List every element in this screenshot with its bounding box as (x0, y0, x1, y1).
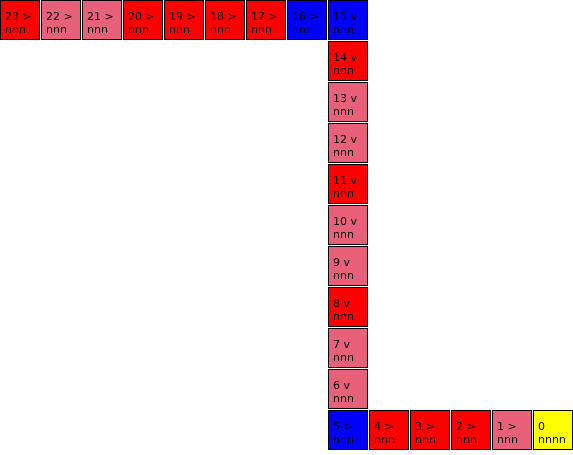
cell-label: 20 > (128, 10, 155, 23)
path-cell-18: 18 > nnn (205, 0, 245, 40)
cell-sublabel: nnn (333, 433, 354, 446)
cell-label: 19 > (169, 10, 196, 23)
cell-label: 3 > (415, 420, 435, 433)
cell-label: 1 > (497, 420, 517, 433)
cell-label: 10 v (333, 215, 358, 228)
path-cell-21: 21 > nnn (82, 0, 122, 40)
path-cell-2: 2 > nnn (451, 410, 491, 450)
cell-sublabel: nnn (333, 351, 354, 364)
cell-sublabel: nnn (333, 392, 354, 405)
cell-label: 15 v (333, 10, 358, 23)
path-cell-0: 0 nnnn (533, 410, 573, 450)
path-cell-15: 15 v nnn (328, 0, 368, 40)
cell-sublabel: nnn (333, 310, 354, 323)
path-cell-4: 4 > nnn (369, 410, 409, 450)
cell-sublabel: nnn (46, 23, 67, 36)
cell-label: 21 > (87, 10, 114, 23)
cell-label: 14 v (333, 51, 358, 64)
cell-label: 23 > (5, 10, 32, 23)
cell-label: 7 v (333, 338, 351, 351)
cell-label: 11 v (333, 174, 358, 187)
cell-sublabel: nnn (333, 228, 354, 241)
path-cell-17: 17 > nnn (246, 0, 286, 40)
cell-sublabel: nnn (374, 433, 395, 446)
cell-label: 18 > (210, 10, 237, 23)
cell-label: 0 (538, 420, 545, 433)
cell-sublabel: nnn (210, 23, 231, 36)
cell-label: 12 v (333, 133, 358, 146)
cell-sublabel: nnn (292, 23, 313, 36)
cell-sublabel: nnn (169, 23, 190, 36)
path-cell-11: 11 v nnn (328, 164, 368, 204)
path-cell-3: 3 > nnn (410, 410, 450, 450)
cell-label: 13 v (333, 92, 358, 105)
path-cell-19: 19 > nnn (164, 0, 204, 40)
path-cell-14: 14 v nnn (328, 41, 368, 81)
cell-label: 8 v (333, 297, 351, 310)
cell-sublabel: nnn (333, 269, 354, 282)
path-cell-1: 1 > nnn (492, 410, 532, 450)
path-cell-12: 12 v nnn (328, 123, 368, 163)
path-cell-22: 22 > nnn (41, 0, 81, 40)
cell-sublabel: nnn (497, 433, 518, 446)
cell-sublabel: nnn (456, 433, 477, 446)
cell-sublabel: nnn (333, 187, 354, 200)
cell-sublabel: nnn (333, 23, 354, 36)
path-cell-9: 9 v nnn (328, 246, 368, 286)
path-cell-10: 10 v nnn (328, 205, 368, 245)
path-cell-6: 6 v nnn (328, 369, 368, 409)
cell-sublabel: nnn (333, 146, 354, 159)
cell-sublabel: nnn (333, 105, 354, 118)
cell-sublabel: nnn (251, 23, 272, 36)
cell-sublabel: nnn (333, 64, 354, 77)
cell-label: 5 > (333, 420, 353, 433)
cell-sublabel: nnn (128, 23, 149, 36)
path-cell-8: 8 v nnn (328, 287, 368, 327)
cell-sublabel: nnn (5, 23, 26, 36)
cell-label: 16 > (292, 10, 319, 23)
cell-sublabel: nnn (415, 433, 436, 446)
path-cell-5: 5 > nnn (328, 410, 368, 450)
cell-label: 22 > (46, 10, 73, 23)
path-cell-13: 13 v nnn (328, 82, 368, 122)
path-cell-7: 7 v nnn (328, 328, 368, 368)
cell-label: 17 > (251, 10, 278, 23)
cell-label: 4 > (374, 420, 394, 433)
cell-label: 9 v (333, 256, 351, 269)
cell-sublabel: nnnn (538, 433, 566, 446)
cell-label: 6 v (333, 379, 351, 392)
path-cell-23: 23 > nnn (0, 0, 40, 40)
path-cell-20: 20 > nnn (123, 0, 163, 40)
path-cell-16: 16 > nnn (287, 0, 327, 40)
cell-label: 2 > (456, 420, 476, 433)
cell-sublabel: nnn (87, 23, 108, 36)
